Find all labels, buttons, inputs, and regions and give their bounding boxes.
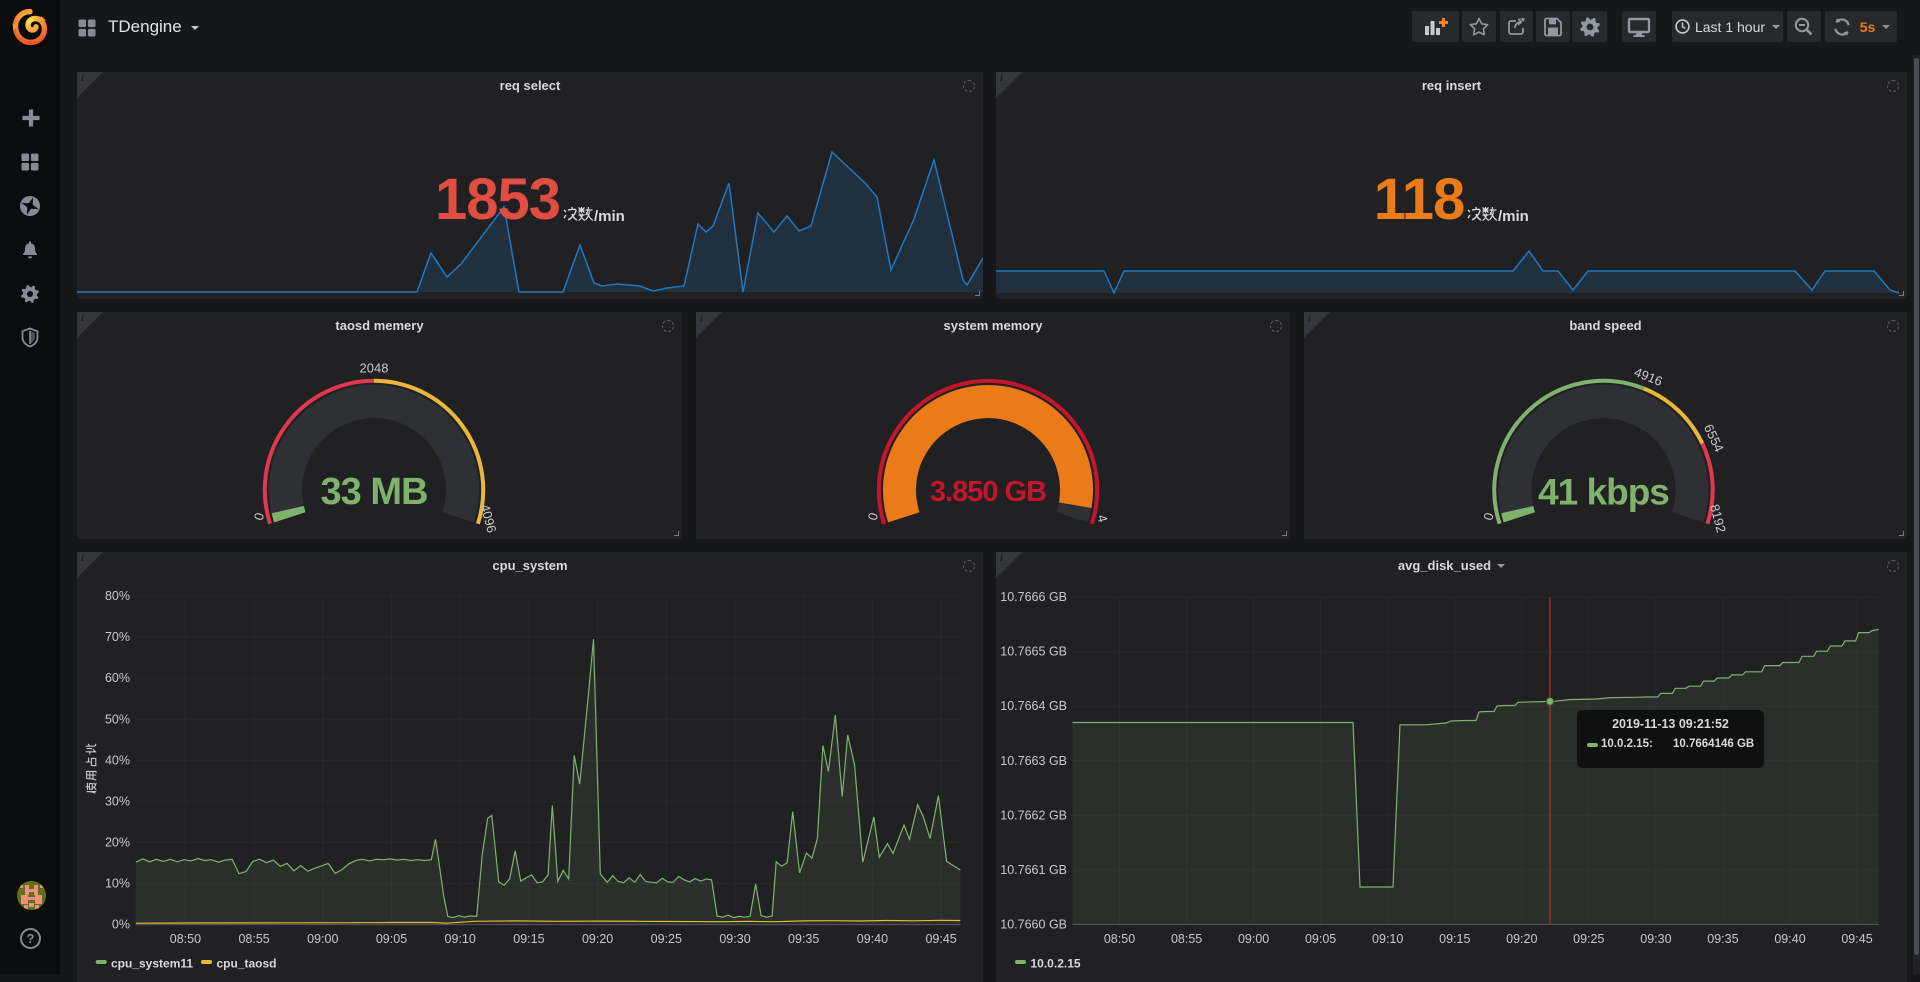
svg-text:10.7665 GB: 10.7665 GB — [1000, 645, 1067, 659]
svg-text:09:35: 09:35 — [788, 932, 819, 946]
svg-text:0: 0 — [251, 511, 267, 522]
svg-text:4096: 4096 — [478, 503, 500, 535]
svg-text:10.7661 GB: 10.7661 GB — [1000, 863, 1067, 877]
svg-text:2048: 2048 — [360, 361, 389, 376]
svg-text:33 MB: 33 MB — [321, 471, 428, 513]
svg-text:0%: 0% — [112, 918, 130, 932]
svg-text:09:40: 09:40 — [1774, 932, 1805, 946]
svg-text:70%: 70% — [105, 630, 130, 644]
svg-text:09:00: 09:00 — [1238, 932, 1269, 946]
svg-text:08:50: 08:50 — [1104, 932, 1135, 946]
svg-text:60%: 60% — [105, 671, 130, 685]
svg-text:08:55: 08:55 — [238, 932, 269, 946]
svg-text:10.7660 GB: 10.7660 GB — [1000, 918, 1067, 932]
svg-text:10.0.2.15: 10.0.2.15 — [1031, 957, 1081, 971]
svg-text:cpu_system11: cpu_system11 — [111, 957, 193, 971]
svg-text:3.850 GB: 3.850 GB — [930, 476, 1046, 508]
svg-text:09:10: 09:10 — [1372, 932, 1403, 946]
svg-text:09:30: 09:30 — [1640, 932, 1671, 946]
svg-text:40%: 40% — [105, 753, 130, 767]
svg-text:09:25: 09:25 — [1573, 932, 1604, 946]
svg-text:09:15: 09:15 — [513, 932, 544, 946]
svg-text:09:45: 09:45 — [925, 932, 956, 946]
svg-text:09:35: 09:35 — [1707, 932, 1738, 946]
svg-text:cpu_taosd: cpu_taosd — [217, 957, 277, 971]
svg-text:10.7666 GB: 10.7666 GB — [1000, 590, 1067, 604]
svg-text:30%: 30% — [105, 794, 130, 808]
svg-text:09:30: 09:30 — [719, 932, 750, 946]
svg-text:/min: /min — [594, 208, 625, 225]
svg-text:09:20: 09:20 — [582, 932, 613, 946]
svg-text:8192: 8192 — [1707, 503, 1729, 535]
svg-text:/min: /min — [1498, 208, 1529, 225]
svg-text:08:50: 08:50 — [170, 932, 201, 946]
svg-text:80%: 80% — [105, 589, 130, 603]
svg-text:0: 0 — [1480, 511, 1496, 522]
svg-text:09:10: 09:10 — [445, 932, 476, 946]
svg-text:4: 4 — [1094, 513, 1110, 524]
svg-text:09:05: 09:05 — [1305, 932, 1336, 946]
svg-text:20%: 20% — [105, 836, 130, 850]
svg-text:10.7663 GB: 10.7663 GB — [1000, 754, 1067, 768]
svg-text:09:15: 09:15 — [1439, 932, 1470, 946]
svg-text:09:40: 09:40 — [857, 932, 888, 946]
svg-text:0: 0 — [865, 511, 881, 522]
svg-text:41 kbps: 41 kbps — [1538, 472, 1669, 513]
svg-text:10.7664 GB: 10.7664 GB — [1000, 699, 1067, 713]
svg-text:50%: 50% — [105, 712, 130, 726]
svg-text:08:55: 08:55 — [1171, 932, 1202, 946]
svg-text:09:45: 09:45 — [1841, 932, 1872, 946]
svg-text:09:25: 09:25 — [651, 932, 682, 946]
svg-text:10%: 10% — [105, 877, 130, 891]
svg-text:09:20: 09:20 — [1506, 932, 1537, 946]
svg-text:09:05: 09:05 — [376, 932, 407, 946]
svg-text:10.7662 GB: 10.7662 GB — [1000, 808, 1067, 822]
svg-text:09:00: 09:00 — [307, 932, 338, 946]
